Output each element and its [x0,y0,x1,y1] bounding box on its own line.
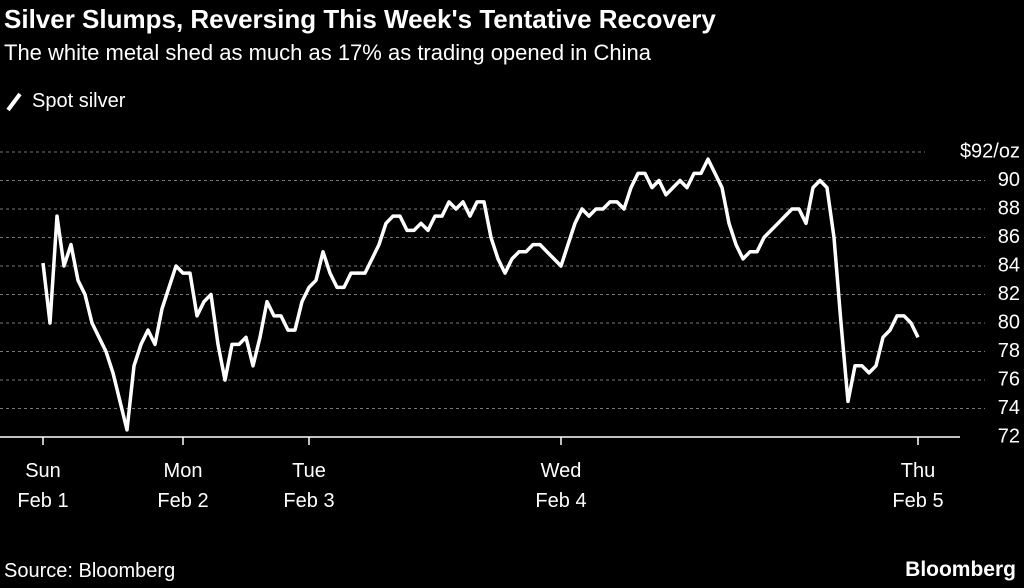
y-tick-label: 78 [998,340,1020,362]
x-tick-label: Wed Feb 4 [535,460,587,512]
chart-title: Silver Slumps, Reversing This Week's Ten… [4,4,716,34]
x-tick-label: Mon Feb 2 [157,460,209,512]
y-tick-label: $92/oz [960,140,1020,162]
legend-swatch [6,92,22,112]
x-tick-label: Sun Feb 1 [17,460,69,512]
y-tick-label: 72 [998,425,1020,447]
x-tick-label: Thu Feb 5 [892,460,944,512]
source: Source: Bloomberg [4,560,176,582]
y-tick-label: 80 [998,311,1020,333]
y-tick-label: 88 [998,197,1020,219]
series-line [41,157,920,432]
y-tick-label: 86 [998,226,1020,248]
y-tick-label: 84 [998,254,1020,276]
y-tick-label: 74 [998,397,1020,419]
y-tick-label: 90 [998,169,1020,191]
brand: Bloomberg [905,558,1016,581]
legend-label: Spot silver [32,90,126,112]
y-tick-label: 76 [998,368,1020,390]
x-tick-label: Tue Feb 3 [283,460,335,512]
chart-subtitle: The white metal shed as much as 17% as t… [4,40,651,65]
y-tick-label: 82 [998,283,1020,305]
